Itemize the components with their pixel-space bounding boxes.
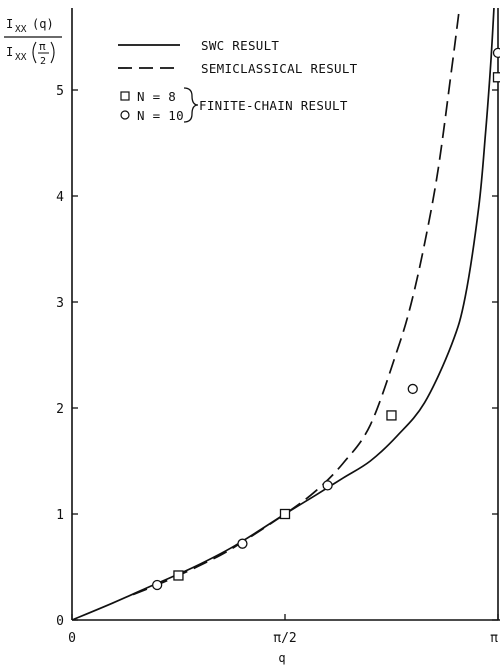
ylabel-numerator-sub: XX <box>15 24 27 35</box>
data-point-n10 <box>492 47 500 59</box>
markers-layer <box>152 47 500 591</box>
legend-label-semiclassical: SEMICLASSICAL RESULT <box>201 61 358 76</box>
x-tick-label: π <box>490 631 498 646</box>
ylabel-numerator-arg: (q) <box>32 17 54 31</box>
series-layer <box>72 8 495 620</box>
data-point-n8 <box>279 508 291 520</box>
data-point-n10 <box>322 480 333 491</box>
y-tick-label: 0 <box>56 614 64 629</box>
y-tick-label: 3 <box>56 296 64 311</box>
data-point-n8 <box>492 72 500 83</box>
y-tick-label: 1 <box>56 508 64 523</box>
legend-label-n8: N = 8 <box>137 89 176 104</box>
ylabel-denominator-paren-open <box>32 41 37 64</box>
ticks-layer: 0 1 2 3 4 5 0 π/2 π <box>56 84 499 646</box>
data-point-n10 <box>407 383 418 395</box>
data-point-n8 <box>173 570 184 581</box>
legend-brace <box>183 87 199 123</box>
x-axis-label: q <box>278 651 285 665</box>
y-axis-label: I XX (q) I XX π 2 <box>4 17 62 67</box>
legend-label-swc: SWC RESULT <box>201 38 279 53</box>
series-line-semiclassical <box>132 8 461 596</box>
ylabel-denominator-pi: π <box>39 40 46 53</box>
ylabel-denominator-two: 2 <box>40 56 46 67</box>
plot-frame <box>71 8 500 621</box>
y-tick-label: 2 <box>56 402 64 417</box>
legend-label-n10: N = 10 <box>137 108 184 123</box>
data-point-n10 <box>152 579 163 591</box>
y-tick-label: 5 <box>56 84 64 99</box>
ylabel-denominator-paren-close <box>50 41 55 64</box>
ylabel-denominator-I: I <box>6 45 13 59</box>
ylabel-denominator-sub: XX <box>15 52 27 63</box>
legend-group-label: FINITE-CHAIN RESULT <box>199 98 348 113</box>
x-tick-label: π/2 <box>273 631 296 646</box>
legend: SWC RESULT SEMICLASSICAL RESULT N = 8 N … <box>118 38 358 123</box>
legend-circle-marker-icon <box>120 110 130 120</box>
x-tick-label: 0 <box>68 631 76 646</box>
data-point-n10 <box>237 538 248 549</box>
data-point-n8 <box>386 410 397 421</box>
ylabel-numerator-I: I <box>6 17 13 31</box>
y-tick-label: 4 <box>56 190 64 205</box>
series-line-swc <box>72 8 495 620</box>
legend-square-marker-icon <box>120 91 130 101</box>
